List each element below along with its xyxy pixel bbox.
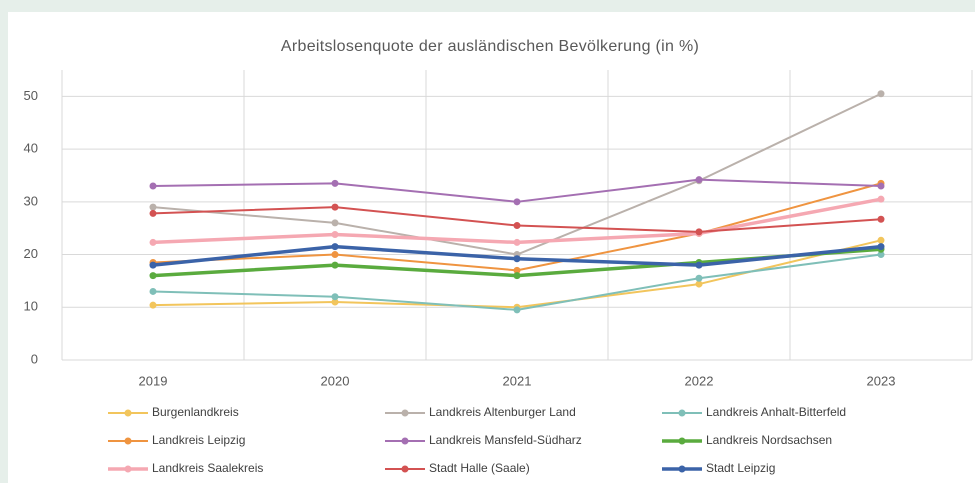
data-point — [149, 182, 157, 190]
data-point — [695, 261, 703, 269]
x-tick-label: 2023 — [867, 373, 896, 388]
y-tick-label: 40 — [24, 141, 38, 156]
legend-marker — [678, 465, 686, 473]
legend-label: Stadt Halle (Saale) — [429, 461, 530, 475]
legend-label: Landkreis Leipzig — [152, 433, 245, 447]
data-point — [149, 209, 157, 217]
data-point — [513, 238, 521, 246]
legend-marker — [401, 409, 409, 417]
data-point — [149, 238, 157, 246]
data-point — [513, 198, 521, 206]
data-point — [149, 287, 157, 295]
legend-label: Landkreis Altenburger Land — [429, 405, 576, 419]
data-point — [331, 261, 339, 269]
chart-panel — [8, 12, 975, 483]
data-point — [331, 231, 339, 239]
data-point — [149, 272, 157, 280]
legend-marker — [401, 465, 409, 473]
y-tick-label: 0 — [31, 351, 38, 366]
data-point — [877, 195, 885, 203]
legend-label: Stadt Leipzig — [706, 461, 775, 475]
data-point — [331, 293, 339, 301]
data-point — [149, 203, 157, 211]
data-point — [695, 228, 703, 236]
data-point — [877, 251, 885, 259]
data-point — [513, 222, 521, 230]
chart-title: Arbeitslosenquote der ausländischen Bevö… — [281, 38, 699, 55]
data-point — [149, 301, 157, 309]
legend-label: Landkreis Saalekreis — [152, 461, 263, 475]
x-tick-label: 2021 — [503, 373, 532, 388]
data-point — [877, 243, 885, 251]
legend-label: Landkreis Anhalt-Bitterfeld — [706, 405, 846, 419]
data-point — [695, 280, 703, 288]
data-point — [331, 251, 339, 259]
x-tick-label: 2019 — [139, 373, 168, 388]
data-point — [513, 255, 521, 263]
data-point — [513, 266, 521, 274]
data-point — [695, 176, 703, 184]
legend-label: Landkreis Mansfeld-Südharz — [429, 433, 582, 447]
y-tick-label: 20 — [24, 246, 38, 261]
x-tick-label: 2022 — [685, 373, 714, 388]
data-point — [877, 215, 885, 223]
legend-label: Landkreis Nordsachsen — [706, 433, 832, 447]
y-tick-label: 50 — [24, 88, 38, 103]
y-tick-label: 10 — [24, 299, 38, 314]
data-point — [331, 203, 339, 211]
data-point — [513, 272, 521, 280]
data-point — [149, 261, 157, 269]
data-point — [513, 306, 521, 314]
legend-marker — [124, 465, 132, 473]
data-point — [331, 219, 339, 227]
legend-marker — [401, 437, 409, 445]
x-tick-label: 2020 — [321, 373, 350, 388]
data-point — [877, 182, 885, 190]
data-point — [331, 298, 339, 306]
data-point — [331, 243, 339, 251]
legend-marker — [124, 409, 132, 417]
legend-marker — [678, 437, 686, 445]
y-tick-label: 30 — [24, 193, 38, 208]
data-point — [877, 236, 885, 244]
data-point — [877, 90, 885, 98]
legend-label: Burgenlandkreis — [152, 405, 239, 419]
data-point — [695, 274, 703, 282]
legend-marker — [124, 437, 132, 445]
data-point — [331, 179, 339, 187]
legend-marker — [678, 409, 686, 417]
